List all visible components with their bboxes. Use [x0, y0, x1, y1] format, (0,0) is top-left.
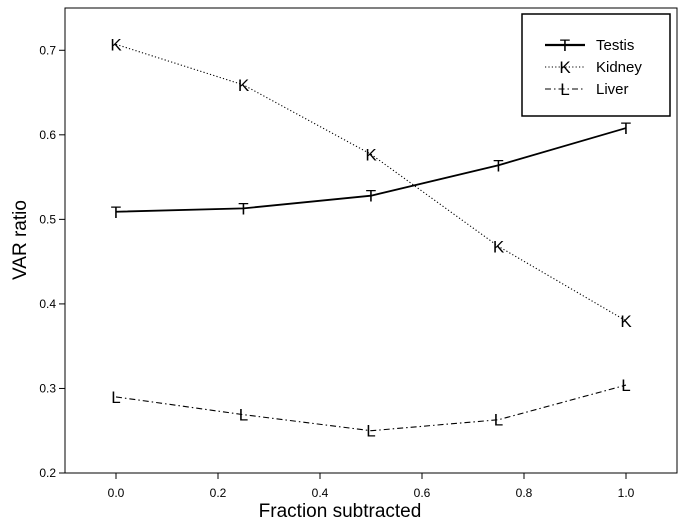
series-testis: T T T T T: [111, 119, 631, 222]
y-axis: 0.2 0.3 0.4 0.5 0.6 0.7: [39, 43, 65, 480]
data-point-marker: K: [620, 312, 632, 331]
legend-box: [521, 13, 671, 117]
x-tick-label: 0.8: [516, 486, 533, 500]
data-point-marker: T: [111, 203, 121, 222]
y-tick-label: 0.4: [39, 297, 56, 311]
data-point-marker: T: [621, 119, 631, 138]
data-point-marker: K: [110, 35, 122, 54]
series-liver: L L L L L: [111, 376, 630, 441]
y-axis-title: VAR ratio: [10, 200, 31, 280]
series-line: [115, 127, 627, 213]
x-tick-label: 0.6: [414, 486, 431, 500]
data-point-marker: K: [493, 237, 505, 256]
data-point-marker: L: [239, 406, 248, 425]
data-point-marker: T: [238, 199, 248, 218]
series-line: [115, 43, 627, 322]
data-point-marker: K: [238, 76, 250, 95]
x-axis: 0.0 0.2 0.4 0.6 0.8 1.0: [108, 473, 635, 500]
data-point-marker: L: [494, 411, 503, 430]
legend-label: Liver: [596, 81, 629, 98]
series-kidney: K K K K K: [110, 35, 632, 330]
y-tick-label: 0.2: [39, 466, 56, 480]
data-point-marker: T: [366, 187, 376, 206]
y-tick-label: 0.6: [39, 128, 56, 142]
data-point-marker: L: [621, 376, 630, 395]
legend-marker: L: [560, 80, 569, 99]
x-tick-label: 0.0: [108, 486, 125, 500]
data-point-marker: L: [111, 388, 120, 407]
legend-label: Testis: [596, 37, 634, 54]
data-point-marker: T: [493, 156, 503, 175]
legend-label: Kidney: [596, 59, 642, 76]
series-line: [115, 384, 627, 432]
legend-marker: K: [559, 58, 571, 77]
plot-frame: [64, 7, 678, 474]
data-point-marker: K: [365, 145, 377, 164]
legend: T Testis K Kidney L Liver: [521, 13, 671, 117]
y-tick-label: 0.5: [39, 212, 56, 226]
data-point-marker: L: [366, 422, 375, 441]
x-tick-label: 0.2: [210, 486, 227, 500]
x-tick-label: 0.4: [312, 486, 329, 500]
x-axis-title: Fraction subtracted: [259, 501, 422, 522]
legend-marker: T: [560, 36, 570, 55]
y-tick-label: 0.7: [39, 43, 56, 57]
y-tick-label: 0.3: [39, 381, 56, 395]
x-tick-label: 1.0: [618, 486, 635, 500]
